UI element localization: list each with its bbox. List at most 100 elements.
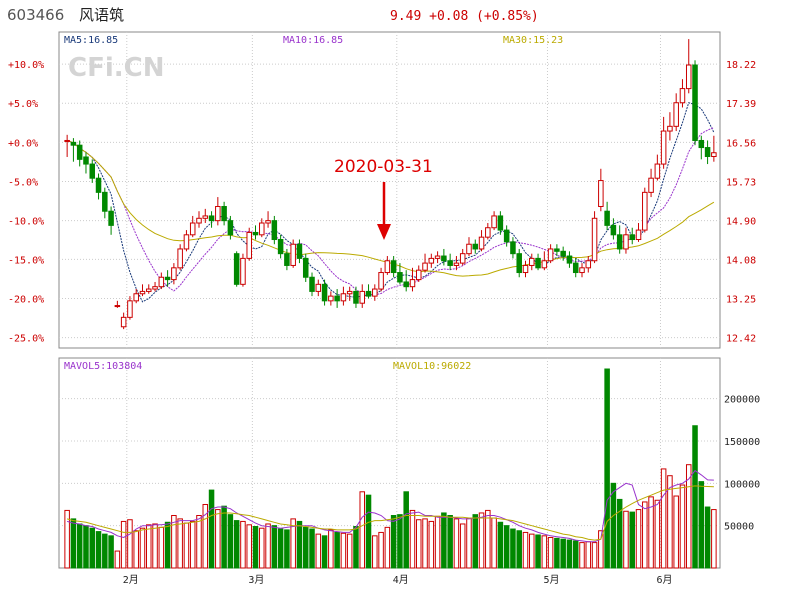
volume-bar-down bbox=[252, 526, 259, 569]
candle-up bbox=[246, 231, 252, 259]
volume-bar-up bbox=[529, 533, 535, 569]
mavol10-legend: MAVOL10:96022 bbox=[393, 361, 471, 372]
candle-down bbox=[390, 260, 397, 274]
volume-bar-up bbox=[685, 464, 692, 569]
ma30-legend: MA30:15.23 bbox=[503, 35, 563, 46]
candlestick-series bbox=[64, 39, 717, 330]
candle-down bbox=[572, 262, 579, 274]
volume-bar-down bbox=[560, 538, 566, 569]
volume-bar-up bbox=[127, 519, 133, 569]
volume-bar-up bbox=[660, 468, 667, 569]
volume-tick-label: 50000 bbox=[724, 522, 754, 533]
volume-bar-up bbox=[120, 520, 127, 569]
candle-up bbox=[359, 290, 366, 304]
volume-bar-up bbox=[384, 526, 391, 569]
candle-down bbox=[271, 220, 278, 241]
candle-up bbox=[654, 163, 661, 179]
candle-up bbox=[635, 229, 642, 241]
month-tick-label: 2月 bbox=[123, 574, 139, 586]
candle-up bbox=[139, 290, 146, 295]
volume-bar-up bbox=[215, 509, 221, 569]
candle-up bbox=[171, 267, 177, 281]
volume-axis: 200000 150000 100000 50000 bbox=[724, 395, 760, 533]
candle-up bbox=[591, 217, 598, 262]
candle-down bbox=[604, 210, 610, 226]
volume-bar-up bbox=[359, 491, 366, 569]
candle-up bbox=[667, 125, 673, 132]
volume-bar-down bbox=[566, 539, 573, 569]
volume-bar-up bbox=[711, 509, 717, 569]
candle-up bbox=[259, 222, 265, 236]
candle-down bbox=[692, 64, 698, 141]
volume-bar-down bbox=[447, 515, 453, 569]
volume-bar-down bbox=[698, 481, 705, 569]
candle-up bbox=[384, 260, 391, 274]
candle-down bbox=[102, 191, 108, 212]
volume-bar-down bbox=[164, 521, 171, 569]
annotation-arrow-icon bbox=[377, 182, 391, 240]
candle-up bbox=[409, 279, 416, 288]
candle-up bbox=[648, 177, 654, 193]
volume-bar-down bbox=[221, 505, 227, 569]
price-change-quote: 9.49 +0.08 (+0.85%) bbox=[390, 9, 539, 24]
candle-up bbox=[240, 257, 246, 285]
candle-down bbox=[302, 257, 309, 278]
candle-down bbox=[252, 231, 259, 236]
candle-up bbox=[711, 152, 717, 158]
candle-up bbox=[434, 255, 441, 259]
candle-down bbox=[221, 206, 227, 222]
candle-down bbox=[309, 276, 315, 292]
volume-bar-up bbox=[328, 529, 334, 569]
candle-up bbox=[372, 288, 378, 297]
volume-tick-label: 150000 bbox=[724, 437, 760, 448]
candle-up bbox=[529, 257, 535, 266]
candle-down bbox=[447, 260, 453, 266]
candle-down bbox=[441, 255, 447, 262]
volume-bar-down bbox=[233, 520, 240, 569]
volume-bar-down bbox=[441, 512, 447, 569]
volume-bar-up bbox=[171, 515, 177, 569]
candle-down bbox=[472, 243, 479, 250]
volume-bar-up bbox=[64, 509, 70, 569]
candle-up bbox=[196, 217, 202, 224]
candle-down bbox=[321, 283, 328, 302]
price-panel-frame bbox=[58, 31, 721, 349]
ma10-legend: MA10:16.85 bbox=[283, 35, 343, 46]
candle-up bbox=[133, 293, 139, 302]
volume-bar-down bbox=[516, 530, 522, 569]
candle-up bbox=[114, 305, 121, 308]
price-tick-label: 14.90 bbox=[726, 217, 756, 228]
volume-bar-down bbox=[102, 533, 108, 569]
volume-bar-down bbox=[390, 515, 397, 569]
candle-up bbox=[146, 288, 152, 292]
price-tick-label: 17.39 bbox=[726, 99, 756, 110]
candle-down bbox=[516, 253, 522, 274]
volume-bar-down bbox=[629, 511, 635, 569]
volume-bar-up bbox=[547, 537, 554, 569]
candle-up bbox=[642, 191, 648, 231]
candle-down bbox=[227, 220, 234, 236]
volume-bar-up bbox=[466, 517, 472, 569]
pct-tick-label: -25.0% bbox=[8, 334, 44, 345]
volume-tick-label: 200000 bbox=[724, 395, 760, 406]
candle-up bbox=[478, 236, 485, 250]
volume-bar-down bbox=[277, 528, 284, 569]
candle-up bbox=[422, 262, 428, 271]
candle-up bbox=[459, 253, 466, 264]
candle-down bbox=[616, 234, 623, 250]
candle-up bbox=[183, 234, 190, 250]
candle-up bbox=[64, 139, 70, 142]
pct-tick-label: -10.0% bbox=[8, 217, 44, 228]
price-tick-label: 14.08 bbox=[726, 255, 756, 266]
candle-down bbox=[610, 224, 617, 236]
candle-up bbox=[466, 243, 472, 255]
candle-down bbox=[497, 215, 504, 231]
date-annotation: 2020-03-31 bbox=[334, 157, 433, 177]
candle-up bbox=[120, 316, 127, 328]
ma30-line bbox=[66, 140, 715, 277]
volume-bar-up bbox=[372, 535, 378, 569]
candle-up bbox=[415, 269, 422, 281]
volume-bar-up bbox=[196, 515, 202, 569]
candle-down bbox=[76, 144, 83, 160]
volume-bar-down bbox=[610, 482, 617, 569]
